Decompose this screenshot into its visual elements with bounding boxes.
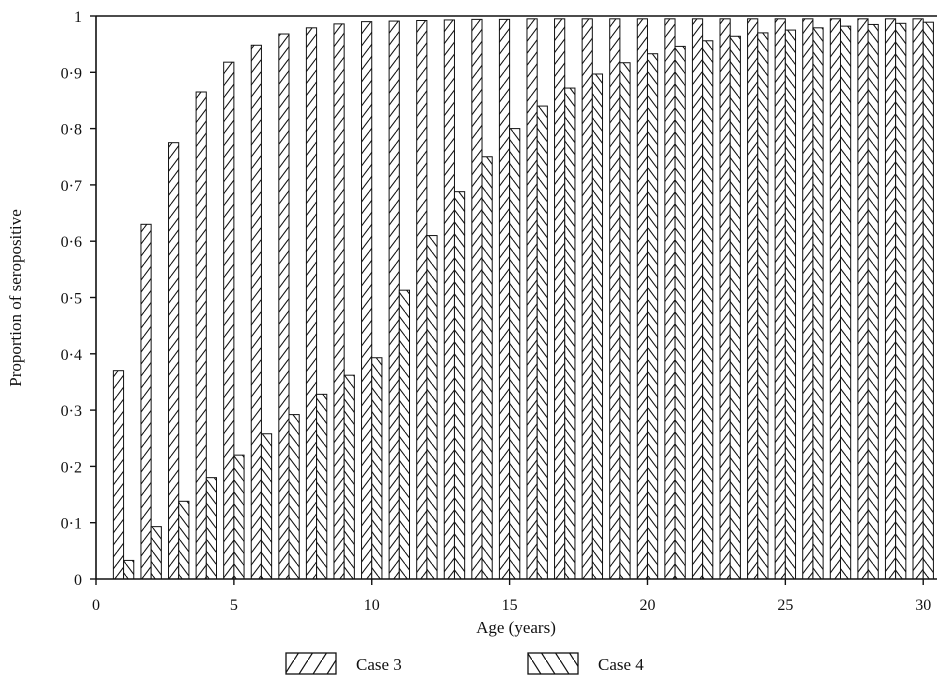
bar-case-4-age-2 (150, 526, 162, 580)
bar-case-4-age-9 (343, 374, 355, 580)
bar-case-4-age-12 (426, 235, 438, 580)
bar-case-3-age-16 (526, 18, 538, 580)
bar-case-4-age-3 (178, 500, 190, 580)
bar-case-3-age-2 (140, 223, 152, 580)
bar-case-4-age-23 (729, 35, 741, 580)
bar-case-3-age-13 (443, 19, 455, 580)
y-tick-label: 0·1 (61, 516, 82, 533)
y-tick-label: 0·8 (61, 122, 82, 139)
legend-swatch-case-3 (285, 652, 337, 675)
bar-case-4-age-28 (867, 23, 879, 580)
bar-case-3-age-19 (609, 18, 621, 580)
bar-case-4-age-21 (674, 45, 686, 580)
bar-case-3-age-7 (278, 33, 290, 580)
y-tick-label: 0·4 (61, 347, 82, 364)
bar-case-3-age-27 (829, 18, 841, 580)
y-tick-label: 0·3 (61, 403, 82, 420)
legend-label-case-4: Case 4 (598, 655, 644, 674)
bar-case-3-age-4 (195, 91, 207, 580)
x-tick-label: 25 (777, 597, 793, 614)
bar-case-3-age-18 (581, 18, 593, 580)
bar-case-4-age-10 (371, 357, 383, 580)
x-tick-label: 15 (502, 597, 518, 614)
y-tick-label: 0·7 (61, 178, 82, 195)
legend-item-case-4: Case 4 (527, 652, 644, 675)
bar-case-3-age-12 (416, 20, 428, 580)
bar-case-4-age-19 (619, 62, 631, 580)
bar-case-4-age-26 (812, 27, 824, 580)
bar-case-4-age-1 (123, 559, 135, 580)
bar-case-3-age-3 (168, 142, 180, 580)
bar-case-3-age-5 (223, 61, 235, 580)
bar-case-4-age-13 (453, 191, 466, 580)
bar-case-4-age-4 (205, 477, 218, 580)
y-tick-label: 0·5 (61, 291, 82, 308)
x-axis-label: Age (years) (476, 618, 556, 637)
bar-case-3-age-1 (112, 370, 125, 580)
y-tick-label: 1 (74, 9, 82, 26)
y-axis-ticks: 0 0·1 0·2 0·3 0·4 0·5 0·6 0·7 0·8 0·9 1 (61, 9, 96, 589)
bar-case-3-age-23 (719, 18, 731, 580)
bar-case-4-age-5 (233, 454, 245, 580)
bar-case-4-age-8 (316, 393, 328, 580)
bar-case-3-age-17 (554, 18, 566, 580)
bar-case-4-age-24 (757, 32, 769, 580)
bar-case-3-age-22 (691, 18, 704, 580)
bar-case-3-age-21 (664, 18, 676, 580)
y-tick-label: 0·6 (61, 234, 82, 251)
y-tick-label: 0·9 (61, 65, 82, 82)
bar-case-3-age-6 (250, 44, 262, 580)
y-axis-label: Proportion of seropositive (6, 209, 25, 387)
bar-case-3-age-25 (774, 18, 786, 580)
bar-case-4-age-22 (702, 40, 714, 580)
x-tick-label: 30 (915, 597, 931, 614)
bar-case-4-age-30 (922, 21, 934, 580)
bar-case-3-age-9 (333, 23, 345, 580)
bar-case-3-age-10 (361, 21, 373, 580)
bar-case-3-age-29 (884, 18, 897, 580)
bar-case-4-age-6 (260, 433, 273, 580)
x-tick-label: 0 (92, 597, 100, 614)
x-tick-label: 5 (230, 597, 238, 614)
bar-case-3-age-20 (636, 18, 648, 580)
legend-item-case-3: Case 3 (285, 652, 402, 675)
bar-case-4-age-7 (288, 414, 300, 580)
bar-case-4-age-17 (564, 87, 576, 580)
bar-case-3-age-26 (802, 18, 814, 580)
bar-case-3-age-15 (498, 18, 511, 580)
bar-case-3-age-11 (388, 20, 400, 580)
bar-case-3-age-8 (305, 27, 318, 580)
bar-case-4-age-18 (591, 73, 604, 580)
legend-swatch-case-4 (527, 652, 579, 675)
bar-case-3-age-28 (857, 18, 869, 580)
x-tick-label: 10 (364, 597, 380, 614)
bar-case-4-age-14 (481, 156, 493, 580)
x-tick-label: 20 (639, 597, 655, 614)
bar-case-4-age-29 (895, 22, 907, 580)
bar-case-4-age-20 (646, 53, 659, 580)
x-axis-ticks: 0 5 10 15 20 25 30 (92, 579, 931, 614)
bar-case-3-age-14 (471, 18, 483, 580)
bar-case-4-age-15 (509, 128, 521, 580)
bar-case-4-age-27 (839, 25, 852, 580)
y-tick-label: 0·2 (61, 459, 82, 476)
bar-case-4-age-16 (536, 105, 548, 580)
bar-group (112, 18, 934, 580)
legend: Case 3 Case 4 (285, 652, 644, 675)
bar-case-4-age-25 (784, 29, 797, 580)
bar-case-3-age-30 (912, 18, 924, 580)
legend-label-case-3: Case 3 (356, 655, 402, 674)
bar-case-3-age-24 (747, 18, 759, 580)
bar-case-4-age-11 (398, 289, 411, 580)
y-tick-label: 0 (74, 572, 82, 589)
